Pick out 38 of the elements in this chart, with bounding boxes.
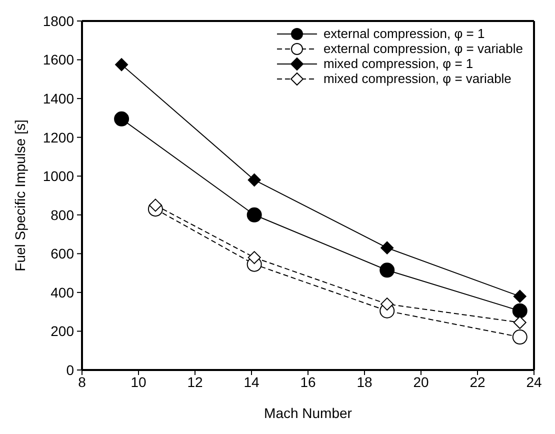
legend-label: mixed compression, φ = variable <box>323 71 512 86</box>
legend-label: mixed compression, φ = 1 <box>323 56 474 71</box>
legend-label: external compression, φ = variable <box>323 41 523 56</box>
x-tick-label: 10 <box>130 374 146 390</box>
y-tick-label: 600 <box>50 246 74 262</box>
point <box>512 330 528 345</box>
point <box>115 58 128 72</box>
point <box>513 290 526 303</box>
y-tick-label: 800 <box>50 206 74 223</box>
point <box>513 316 526 329</box>
point <box>248 251 261 264</box>
point <box>248 173 261 186</box>
x-tick-label: 8 <box>78 374 86 390</box>
point <box>380 262 395 278</box>
x-tick-label: 24 <box>526 374 542 390</box>
legend-label: external compression, φ = 1 <box>323 26 485 41</box>
point <box>148 198 162 212</box>
x-tick-label: 18 <box>356 374 372 390</box>
y-tick-label: 1600 <box>42 52 74 68</box>
y-tick-label: 1000 <box>42 168 74 184</box>
x-tick-label: 12 <box>187 374 203 390</box>
point <box>380 298 394 311</box>
y-tick-label: 1200 <box>42 129 74 146</box>
point <box>246 207 262 222</box>
x-axis-title: Mach Number <box>264 405 352 421</box>
y-tick-label: 1400 <box>42 90 74 107</box>
x-tick-label: 20 <box>413 374 429 390</box>
x-tick-label: 22 <box>470 374 486 390</box>
y-tick-label: 1800 <box>42 12 74 29</box>
y-tick-label: 400 <box>50 284 74 300</box>
x-tick-label: 16 <box>300 374 316 390</box>
y-tick-label: 0 <box>66 362 74 378</box>
x-tick-label: 14 <box>244 374 260 390</box>
y-axis-title: Fuel Specific Impulse [s] <box>12 120 28 272</box>
point <box>380 241 394 254</box>
point <box>512 303 528 318</box>
y-tick-label: 200 <box>50 323 74 340</box>
point <box>114 111 130 126</box>
